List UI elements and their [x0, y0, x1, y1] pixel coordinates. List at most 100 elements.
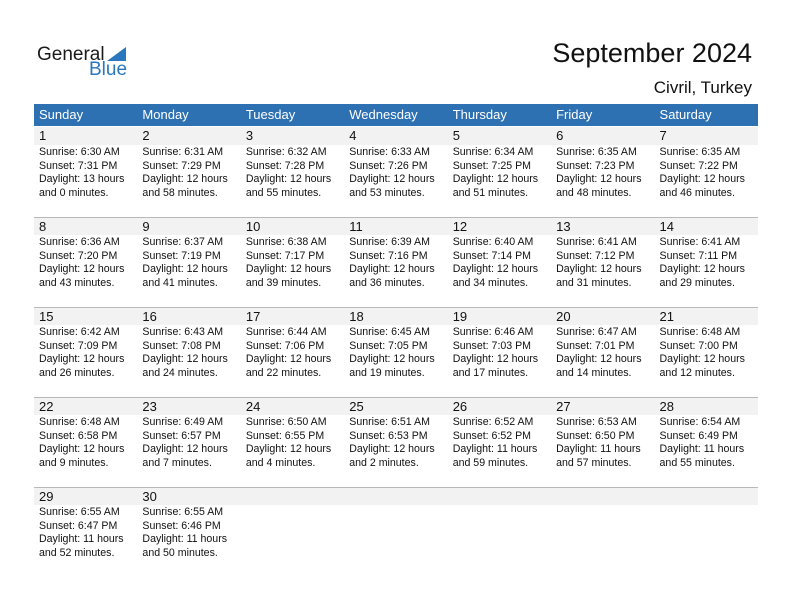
day-number: 27 [556, 399, 571, 414]
day-cell: Sunrise: 6:49 AM Sunset: 6:57 PM Daylight:… [137, 416, 240, 470]
day-rise: Sunrise: 6:35 AM [659, 146, 741, 158]
day-rise: Sunrise: 6:52 AM [452, 416, 534, 428]
weekday-friday: Friday [556, 107, 593, 122]
day-day2: and 17 minutes. [452, 366, 529, 379]
day-set: Sunset: 7:06 PM [245, 339, 325, 352]
day-set: Sunset: 7:16 PM [349, 249, 428, 262]
day-number: 10 [245, 219, 261, 234]
date-row: 22 23 24 25 26 27 28 [34, 397, 758, 415]
day-number: 9 [142, 219, 150, 234]
day-day1: Daylight: 11 hours [452, 443, 538, 455]
day-set: Sunset: 7:26 PM [349, 159, 428, 172]
day-rise: Sunrise: 6:34 AM [452, 146, 534, 158]
week-row: 29 30 Sunrise: 6:55 AM Sunset: 6:47 PM Dayli… [34, 487, 758, 577]
day-cell: Sunrise: 6:44 AM Sunset: 7:06 PM Daylight:… [241, 326, 344, 380]
day-rise: Sunrise: 6:49 AM [142, 416, 224, 428]
day-rise: Sunrise: 6:32 AM [245, 146, 327, 158]
day-set: Sunset: 7:05 PM [349, 339, 428, 352]
day-day2: and 48 minutes. [556, 186, 632, 199]
day-cell: Sunrise: 6:53 AM Sunset: 6:50 PM Daylight:… [551, 416, 654, 470]
day-rise: Sunrise: 6:55 AM [39, 506, 120, 518]
weekday-wednesday: Wednesday [349, 107, 418, 122]
day-number: 5 [452, 128, 460, 143]
day-day2: and 31 minutes. [556, 276, 632, 289]
day-cell: Sunrise: 6:54 AM Sunset: 6:49 PM Daylight:… [655, 416, 758, 470]
day-day2: and 51 minutes. [452, 186, 529, 199]
week-row: 15 16 17 18 19 20 21 Sunrise: 6:42 AM Sunset: 7:… [34, 307, 758, 397]
day-number: 17 [245, 309, 261, 324]
day-day2: and 59 minutes. [452, 456, 529, 469]
day-number: 23 [142, 399, 157, 414]
info-row: Sunrise: 6:30 AM Sunset: 7:31 PM Daylight:… [34, 145, 758, 200]
day-set: Sunset: 6:52 PM [452, 429, 532, 442]
day-rise: Sunrise: 6:36 AM [39, 236, 120, 248]
day-day2: and 39 minutes. [245, 276, 322, 289]
day-cell: Sunrise: 6:34 AM Sunset: 7:25 PM Daylight:… [448, 146, 551, 200]
day-cell: Sunrise: 6:41 AM Sunset: 7:12 PM Daylight:… [551, 236, 654, 290]
day-cell: Sunrise: 6:51 AM Sunset: 6:53 PM Daylight:… [344, 416, 447, 470]
day-cell: Sunrise: 6:32 AM Sunset: 7:28 PM Daylight:… [241, 146, 344, 200]
day-cell: Sunrise: 6:48 AM Sunset: 7:00 PM Daylight:… [655, 326, 758, 380]
day-day2: and 7 minutes. [142, 456, 212, 469]
day-day2: and 2 minutes. [349, 456, 419, 469]
day-rise: Sunrise: 6:46 AM [452, 326, 534, 338]
date-row: 15 16 17 18 19 20 21 [34, 307, 758, 325]
info-row: Sunrise: 6:42 AM Sunset: 7:09 PM Daylight:… [34, 325, 758, 380]
day-day2: and 57 minutes. [556, 456, 632, 469]
day-day2: and 36 minutes. [349, 276, 425, 289]
day-day1: Daylight: 12 hours [39, 263, 125, 275]
day-set: Sunset: 6:46 PM [142, 519, 221, 532]
day-day1: Daylight: 12 hours [245, 353, 332, 365]
day-day2: and 9 minutes. [39, 456, 109, 469]
week-row: 22 23 24 25 26 27 28 Sunrise: 6:48 AM Sunset: 6:… [34, 397, 758, 487]
day-rise: Sunrise: 6:30 AM [39, 146, 120, 158]
day-number: 6 [556, 128, 564, 143]
day-cell: Sunrise: 6:43 AM Sunset: 7:08 PM Daylight:… [137, 326, 240, 380]
day-set: Sunset: 7:01 PM [556, 339, 635, 352]
day-rise: Sunrise: 6:48 AM [659, 326, 741, 338]
day-number: 21 [659, 309, 674, 324]
day-cell: Sunrise: 6:40 AM Sunset: 7:14 PM Daylight:… [448, 236, 551, 290]
day-rise: Sunrise: 6:37 AM [142, 236, 224, 248]
day-rise: Sunrise: 6:44 AM [245, 326, 327, 338]
week-row: 1 2 3 4 5 6 7 Sunrise: 6:30 AM Sunset: 7:31 PM Da… [34, 127, 758, 217]
day-set: Sunset: 6:47 PM [39, 519, 118, 532]
day-cell: Sunrise: 6:30 AM Sunset: 7:31 PM Daylight:… [34, 146, 137, 200]
day-cell: Sunrise: 6:41 AM Sunset: 7:11 PM Daylight:… [655, 236, 758, 290]
logo: General Blue [37, 44, 137, 80]
day-day1: Daylight: 12 hours [39, 353, 125, 365]
day-rise: Sunrise: 6:51 AM [349, 416, 430, 428]
day-day1: Daylight: 12 hours [349, 263, 435, 275]
day-day1: Daylight: 12 hours [452, 353, 539, 365]
day-number: 28 [659, 399, 674, 414]
day-set: Sunset: 6:55 PM [245, 429, 325, 442]
day-cell: Sunrise: 6:46 AM Sunset: 7:03 PM Daylight:… [448, 326, 551, 380]
week-row: 8 9 10 11 12 13 14 Sunrise: 6:36 AM Sunset: 7:20… [34, 217, 758, 307]
day-day2: and 14 minutes. [556, 366, 632, 379]
day-number: 8 [39, 219, 47, 234]
day-rise: Sunrise: 6:31 AM [142, 146, 224, 158]
day-cell: Sunrise: 6:47 AM Sunset: 7:01 PM Daylight:… [551, 326, 654, 380]
day-rise: Sunrise: 6:45 AM [349, 326, 430, 338]
day-day1: Daylight: 12 hours [39, 443, 125, 455]
day-number: 19 [452, 309, 468, 324]
day-set: Sunset: 7:19 PM [142, 249, 221, 262]
day-cell: Sunrise: 6:55 AM Sunset: 6:46 PM Daylight:… [137, 506, 240, 560]
day-day2: and 19 minutes. [349, 366, 425, 379]
day-rise: Sunrise: 6:54 AM [659, 416, 741, 428]
day-set: Sunset: 7:09 PM [39, 339, 118, 352]
day-day2: and 55 minutes. [245, 186, 322, 199]
day-day1: Daylight: 12 hours [349, 173, 435, 185]
day-day1: Daylight: 11 hours [39, 533, 124, 545]
day-number: 3 [245, 128, 254, 143]
day-number: 29 [39, 489, 54, 504]
day-rise: Sunrise: 6:35 AM [556, 146, 637, 158]
day-day2: and 50 minutes. [142, 546, 218, 559]
day-day1: Daylight: 12 hours [142, 263, 228, 275]
day-number: 14 [659, 219, 674, 234]
day-day2: and 34 minutes. [452, 276, 529, 289]
day-number: 26 [452, 399, 468, 414]
day-day1: Daylight: 12 hours [452, 173, 539, 185]
day-cell: Sunrise: 6:36 AM Sunset: 7:20 PM Daylight:… [34, 236, 137, 290]
day-day1: Daylight: 12 hours [245, 173, 332, 185]
